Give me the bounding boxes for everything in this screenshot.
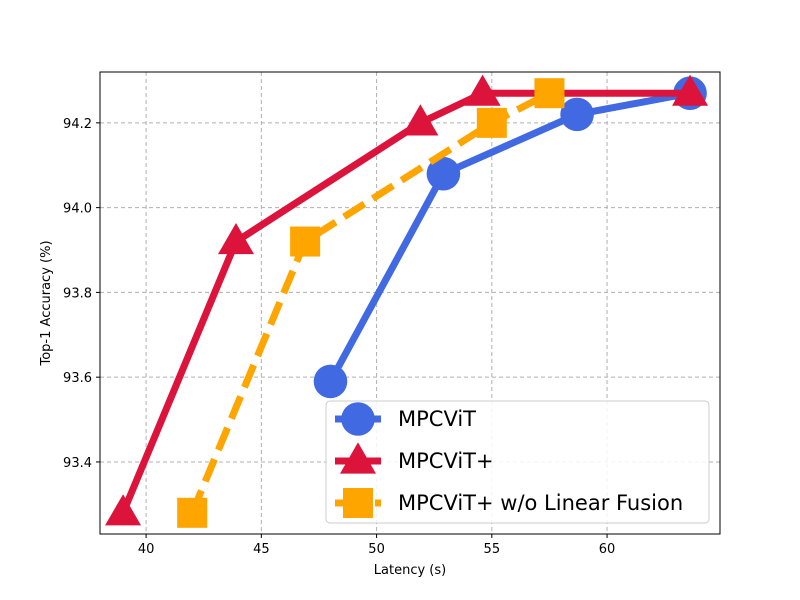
x-tick-label: 40 bbox=[138, 542, 155, 557]
legend-label: MPCViT bbox=[398, 407, 476, 431]
legend-entry: MPCViT+ bbox=[335, 442, 494, 474]
series-marker-triangle bbox=[105, 494, 142, 526]
series-line bbox=[327, 89, 691, 384]
series-marker-triangle bbox=[464, 74, 501, 106]
series-marker-triangle bbox=[217, 222, 254, 255]
series-marker-circle bbox=[560, 97, 594, 132]
x-tick-label: 45 bbox=[253, 542, 270, 557]
series-marker-triangle bbox=[340, 442, 376, 474]
series-line bbox=[188, 90, 552, 515]
x-tick-label: 50 bbox=[368, 542, 385, 557]
series-group bbox=[313, 76, 707, 399]
series-marker-square bbox=[290, 226, 321, 257]
legend-label: MPCViT+ bbox=[398, 449, 494, 473]
series-marker-square bbox=[534, 78, 565, 109]
axis-ticks: 40 45 50 55 60 93.4 93.6 93.8 94.0 94.2 bbox=[63, 117, 615, 557]
series-marker-triangle bbox=[672, 74, 709, 106]
series-marker-circle bbox=[426, 156, 461, 191]
series-marker-triangle bbox=[402, 104, 439, 136]
plot-frame bbox=[99, 71, 721, 535]
series-marker-circle bbox=[313, 364, 348, 399]
y-tick-label: 93.6 bbox=[63, 371, 92, 386]
legend-label: MPCViT+ w/o Linear Fusion bbox=[398, 491, 683, 515]
y-tick-label: 94.0 bbox=[63, 202, 92, 217]
y-tick-label: 93.8 bbox=[63, 286, 92, 301]
legend: MPCViT MPCViT+ MPCViT+ w/o Linear Fusion bbox=[325, 400, 710, 524]
legend-box bbox=[325, 400, 710, 524]
x-axis-label: Latency (s) bbox=[374, 563, 446, 578]
legend-entry: MPCViT bbox=[335, 402, 476, 436]
y-axis-label: Top-1 Accuracy (%) bbox=[39, 240, 54, 366]
y-tick-label: 94.2 bbox=[63, 117, 92, 132]
series-marker-square bbox=[343, 488, 373, 518]
series-marker-circle bbox=[341, 402, 375, 436]
x-tick-label: 55 bbox=[484, 542, 501, 557]
x-tick-label: 60 bbox=[599, 542, 616, 557]
legend-entry: MPCViT+ w/o Linear Fusion bbox=[335, 488, 683, 518]
plot-series bbox=[105, 74, 709, 528]
y-tick-label: 93.4 bbox=[63, 456, 92, 471]
series-group bbox=[177, 78, 565, 528]
series-marker-square bbox=[476, 107, 507, 138]
series-marker-square bbox=[177, 497, 208, 528]
